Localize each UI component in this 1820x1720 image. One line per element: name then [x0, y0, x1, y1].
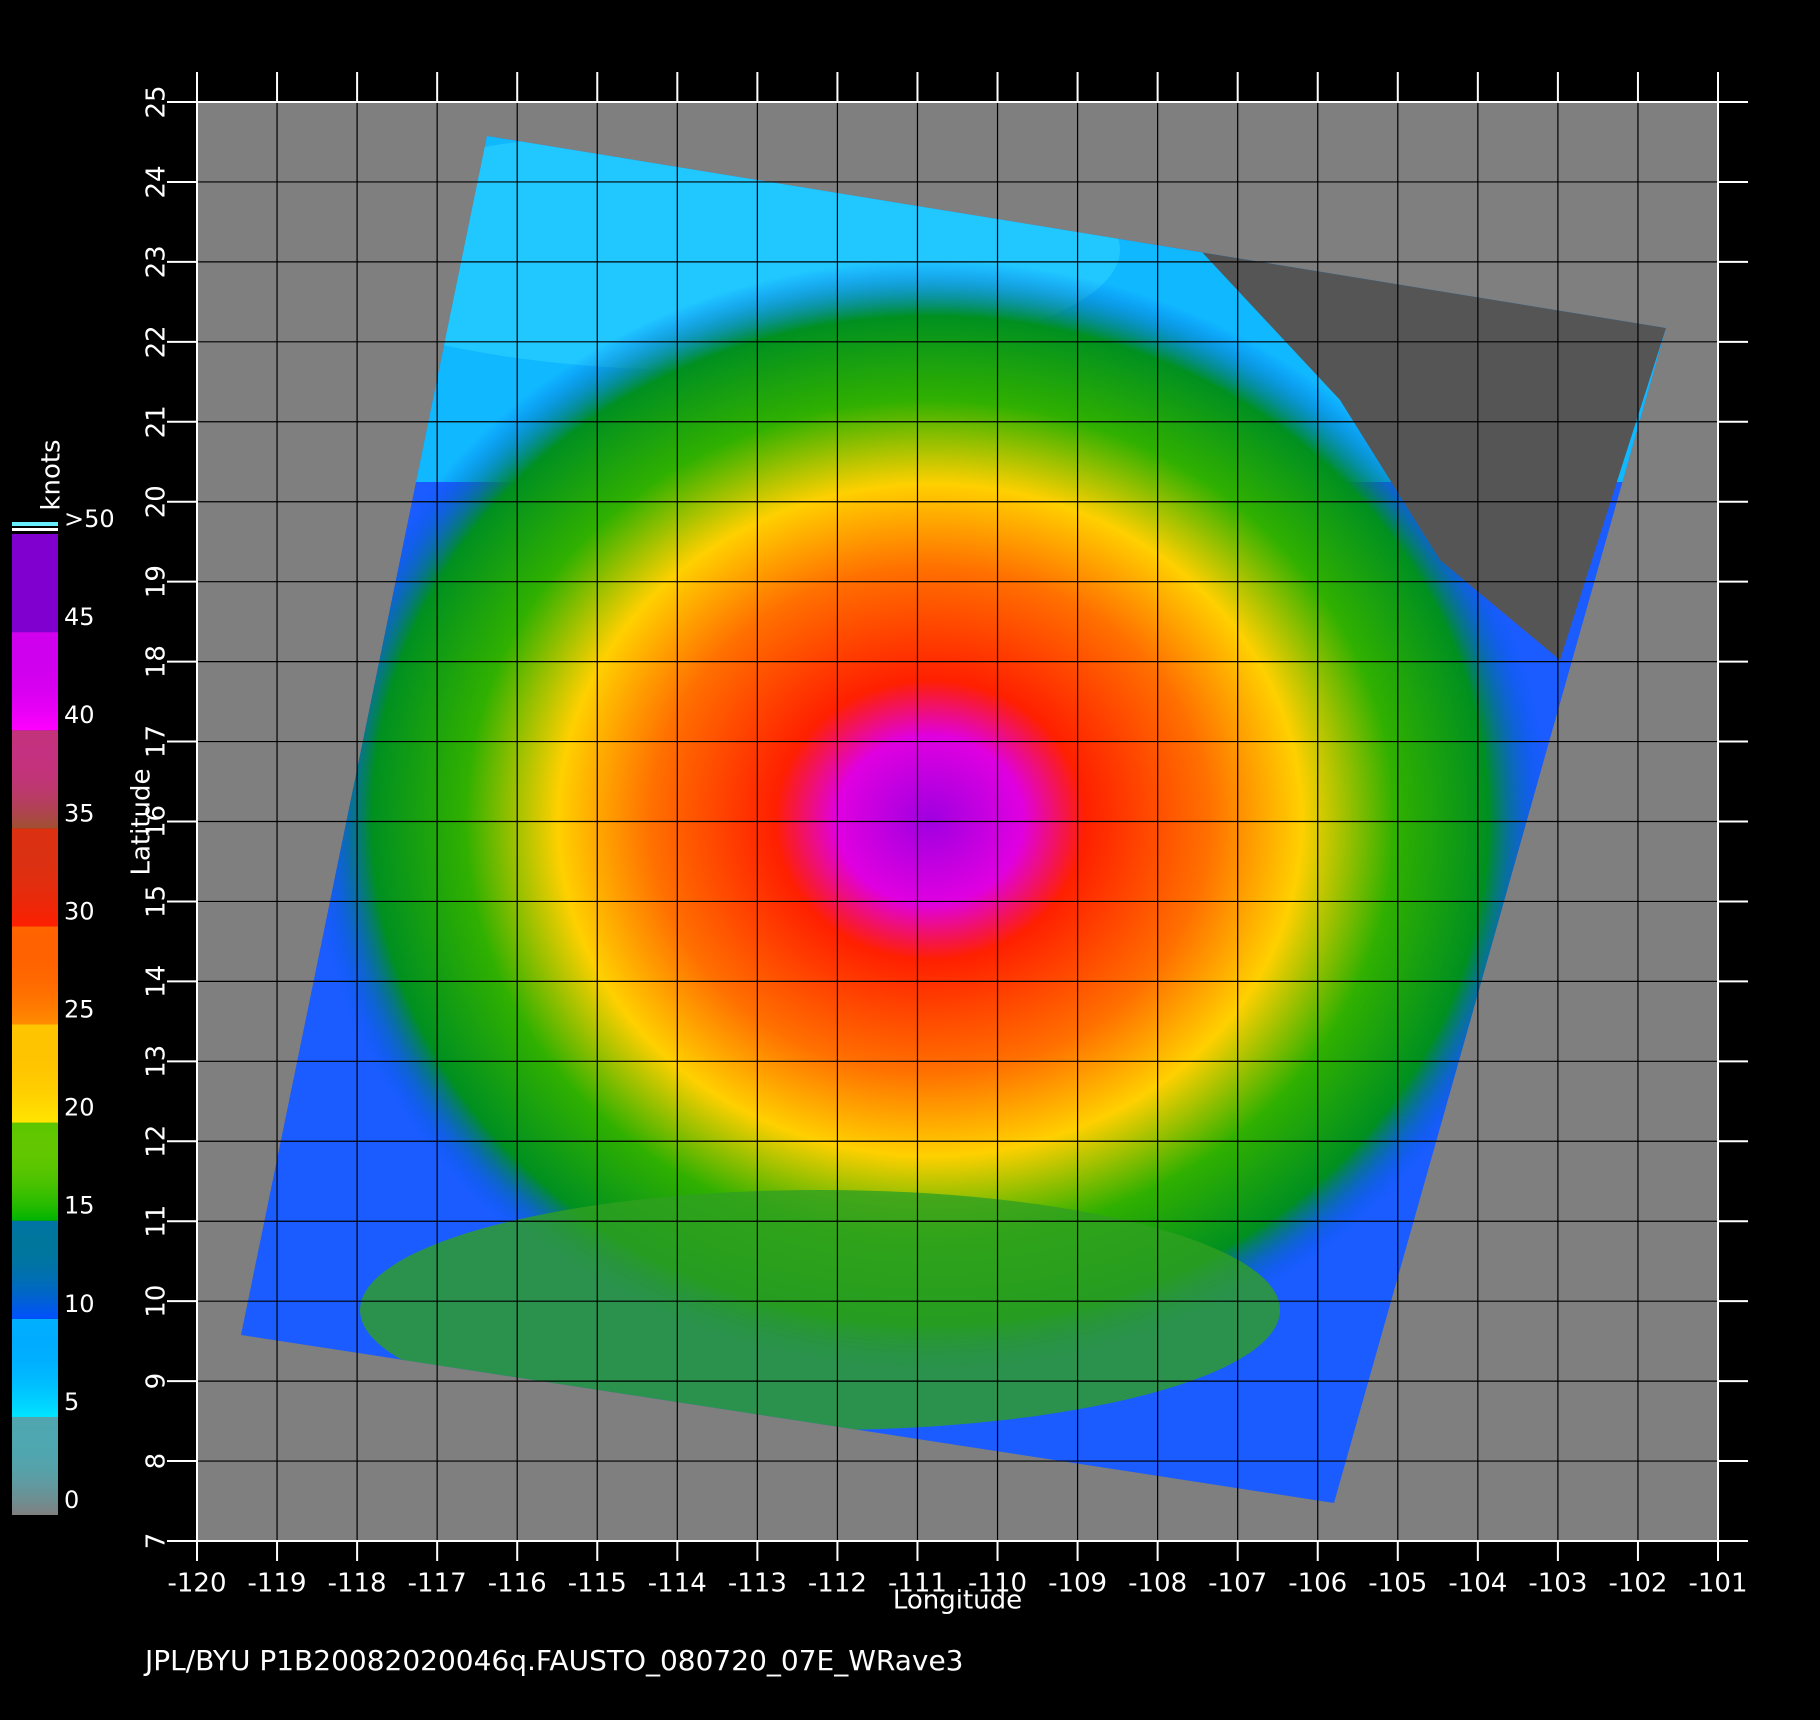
x-tick-label: -117	[408, 1569, 467, 1599]
y-tick-label: 22	[142, 325, 172, 358]
x-tick-label: -112	[808, 1569, 867, 1599]
x-tick-label: -120	[167, 1569, 226, 1599]
colorbar-label: knots	[37, 439, 67, 510]
colorbar-shade	[12, 1220, 58, 1319]
x-tick-label: -106	[1288, 1569, 1347, 1599]
colorbar-shade	[12, 534, 58, 633]
colorbar-shade	[12, 1122, 58, 1221]
y-tick-label: 17	[142, 725, 172, 758]
colorbar-tick-label: 0	[64, 1486, 79, 1514]
plot-frame	[196, 101, 1719, 1542]
x-tick-label: -119	[248, 1569, 307, 1599]
colorbar-shade	[12, 632, 58, 731]
y-tick-label: 20	[142, 485, 172, 518]
x-axis-label: Longitude	[893, 1586, 1022, 1616]
x-tick-label: -103	[1528, 1569, 1587, 1599]
y-tick-label: 11	[142, 1205, 172, 1238]
colorbar-tick-label: 35	[64, 799, 95, 827]
x-tick-label: -104	[1448, 1569, 1507, 1599]
colorbar-shade	[12, 1416, 58, 1515]
colorbar-tick-label: 15	[64, 1192, 95, 1220]
wind-swath	[241, 136, 1666, 1503]
y-tick-label: 16	[142, 805, 172, 838]
colorbar-tick-label: 40	[64, 701, 95, 729]
colorbar-cap	[12, 528, 58, 531]
colorbar-shade	[12, 730, 58, 829]
x-tick-label: -109	[1048, 1569, 1107, 1599]
y-tick-label: 8	[142, 1453, 172, 1470]
y-tick-label: 7	[142, 1533, 172, 1550]
colorbar-tick-label: 45	[64, 603, 95, 631]
colorbar-cap	[12, 522, 58, 526]
x-tick-label: -118	[328, 1569, 387, 1599]
x-tick-label: -114	[648, 1569, 707, 1599]
colorbar-tick-label: 5	[64, 1388, 79, 1416]
colorbar-tick-label: 25	[64, 996, 95, 1024]
y-tick-label: 24	[142, 165, 172, 198]
x-tick-label: -107	[1208, 1569, 1267, 1599]
colorbar-shade	[12, 1024, 58, 1123]
x-tick-label: -108	[1128, 1569, 1187, 1599]
x-tick-label: -116	[488, 1569, 547, 1599]
x-tick-label: -102	[1608, 1569, 1667, 1599]
colorbar-shade	[12, 828, 58, 927]
footer: JPL/BYU P1B20082020046q.FAUSTO_080720_07…	[143, 1644, 964, 1677]
y-tick-label: 13	[142, 1045, 172, 1078]
x-tick-label: -105	[1368, 1569, 1427, 1599]
y-tick-label: 12	[142, 1125, 172, 1158]
x-tick-label: -115	[568, 1569, 627, 1599]
y-tick-label: 9	[142, 1373, 172, 1390]
y-axis-label: Latitude	[127, 768, 157, 875]
colorbar-tick-label: 10	[64, 1290, 95, 1318]
y-tick-label: 21	[142, 405, 172, 438]
x-tick-label: -113	[728, 1569, 787, 1599]
x-tick-label: -110	[968, 1569, 1027, 1599]
colorbar-shade	[12, 926, 58, 1025]
colorbar-shade	[12, 1318, 58, 1417]
colorbar-tick-label: >50	[64, 505, 115, 533]
y-tick-label: 25	[142, 85, 172, 118]
colorbar-tick-label: 20	[64, 1094, 95, 1122]
y-tick-label: 14	[142, 965, 172, 998]
colorbar-tick-label: 30	[64, 897, 95, 925]
y-tick-label: 23	[142, 245, 172, 278]
y-tick-label: 18	[142, 645, 172, 678]
y-tick-label: 19	[142, 565, 172, 598]
y-tick-label: 10	[142, 1285, 172, 1318]
y-tick-label: 15	[142, 885, 172, 918]
x-tick-label: -101	[1688, 1569, 1747, 1599]
x-tick-label: -111	[888, 1569, 947, 1599]
